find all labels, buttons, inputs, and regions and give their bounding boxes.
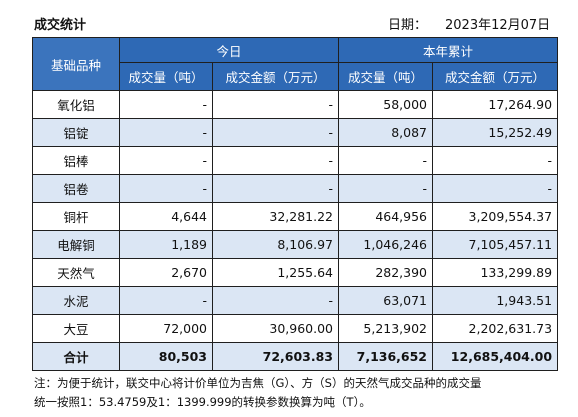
row-category: 大豆 <box>32 314 120 343</box>
today-volume: 72,000 <box>119 314 213 343</box>
year-volume: - <box>338 146 434 175</box>
row-category: 铝卷 <box>32 174 120 203</box>
today-volume: - <box>119 118 213 147</box>
year-volume: 8,087 <box>338 118 434 147</box>
year-amount: 15,252.49 <box>432 118 559 147</box>
row-category: 铝棒 <box>32 146 120 175</box>
today-volume: 4,644 <box>119 202 213 231</box>
table-row: 铝棒 - - - - <box>32 146 559 175</box>
year-volume: 58,000 <box>338 90 434 119</box>
table-row: 天然气 2,670 1,255.64 282,390 133,299.89 <box>32 258 559 287</box>
today-volume: 1,189 <box>119 230 213 259</box>
header-year-amount: 成交金额（万元） <box>432 62 559 91</box>
total-year-volume: 7,136,652 <box>338 342 434 371</box>
today-volume: - <box>119 146 213 175</box>
row-category: 水泥 <box>32 286 120 315</box>
header-year-volume: 成交量（吨） <box>338 62 434 91</box>
today-volume: - <box>119 286 213 315</box>
year-amount: 1,943.51 <box>432 286 559 315</box>
header-today-volume: 成交量（吨） <box>119 62 213 91</box>
today-amount: 8,106.97 <box>211 230 340 259</box>
table-row: 铜杆 4,644 32,281.22 464,956 3,209,554.37 <box>32 202 559 231</box>
footnote-line-1: 注：为便于统计，联交中心将计价单位为吉焦（G）、方（S）的天然气成交品种的成交量 <box>34 376 482 390</box>
header-today: 今日 <box>118 37 340 63</box>
header-category: 基础品种 <box>32 37 120 91</box>
table-row: 氧化铝 - - 58,000 17,264.90 <box>32 90 559 119</box>
year-amount: 7,105,457.11 <box>432 230 559 259</box>
year-amount: 2,202,631.73 <box>432 314 559 343</box>
today-amount: - <box>211 90 340 119</box>
year-volume: - <box>338 174 434 203</box>
year-volume: 1,046,246 <box>338 230 434 259</box>
today-amount: 1,255.64 <box>211 258 340 287</box>
trade-table: 基础品种 今日 本年累计 成交量（吨） 成交金额（万元） 成交量（吨） 成交金额… <box>32 37 559 371</box>
row-category: 铜杆 <box>32 202 120 231</box>
table-row: 铝锭 - - 8,087 15,252.49 <box>32 118 559 147</box>
year-amount: - <box>432 146 559 175</box>
row-category: 铝锭 <box>32 118 120 147</box>
today-amount: - <box>211 286 340 315</box>
row-category: 电解铜 <box>32 230 120 259</box>
date-value: 2023年12月07日 <box>445 18 551 33</box>
year-amount: - <box>432 174 559 203</box>
year-amount: 17,264.90 <box>432 90 559 119</box>
table-row: 铝卷 - - - - <box>32 174 559 203</box>
total-today-volume: 80,503 <box>119 342 213 371</box>
panel-title: 成交统计 <box>34 18 87 33</box>
year-volume: 464,956 <box>338 202 434 231</box>
total-year-amount: 12,685,404.00 <box>432 342 559 371</box>
header-today-amount: 成交金额（万元） <box>211 62 340 91</box>
year-amount: 133,299.89 <box>432 258 559 287</box>
year-volume: 63,071 <box>338 286 434 315</box>
today-amount: 30,960.00 <box>211 314 340 343</box>
header-year-total: 本年累计 <box>338 37 559 63</box>
today-amount: - <box>211 146 340 175</box>
today-volume: - <box>119 90 213 119</box>
year-volume: 5,213,902 <box>338 314 434 343</box>
date-display: 日期： 2023年12月07日 <box>388 14 550 33</box>
table-row: 大豆 72,000 30,960.00 5,213,902 2,202,631.… <box>32 314 559 343</box>
table-row: 水泥 - - 63,071 1,943.51 <box>32 286 559 315</box>
total-label: 合计 <box>32 342 120 371</box>
footnote-line-2: 统一按照1：53.4759及1：1399.999的转换参数换算为吨（T）。 <box>34 395 371 409</box>
total-today-amount: 72,603.83 <box>211 342 340 371</box>
today-amount: - <box>211 118 340 147</box>
today-volume: 2,670 <box>119 258 213 287</box>
row-category: 天然气 <box>32 258 120 287</box>
date-label: 日期： <box>388 18 428 33</box>
today-amount: - <box>211 174 340 203</box>
year-volume: 282,390 <box>338 258 434 287</box>
table-row: 电解铜 1,189 8,106.97 1,046,246 7,105,457.1… <box>32 230 559 259</box>
footnote: 注：为便于统计，联交中心将计价单位为吉焦（G）、方（S）的天然气成交品种的成交量… <box>34 374 564 412</box>
total-row: 合计 80,503 72,603.83 7,136,652 12,685,404… <box>32 342 559 371</box>
year-amount: 3,209,554.37 <box>432 202 559 231</box>
today-volume: - <box>119 174 213 203</box>
row-category: 氧化铝 <box>32 90 120 119</box>
today-amount: 32,281.22 <box>211 202 340 231</box>
